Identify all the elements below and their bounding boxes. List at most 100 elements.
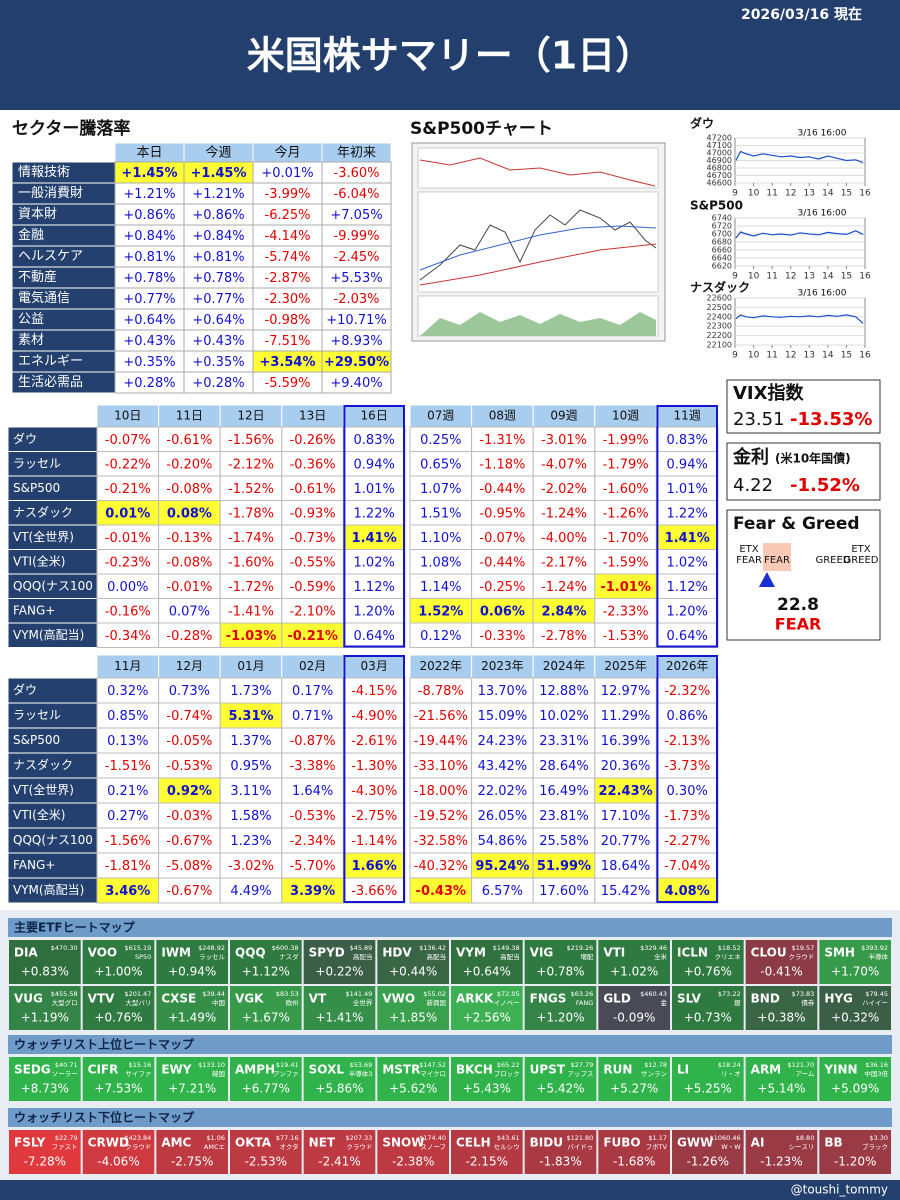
cell-value: -4.30% [351,784,397,799]
tile-price: $219.26 [566,944,593,952]
tile-bg [9,940,81,984]
tile-change: +1.19% [21,1011,69,1025]
gauge-label: ETX [851,544,870,555]
tile-name: リ・オ [721,1070,741,1078]
cell-value: 18.64% [601,859,651,874]
cell-value: 0.30% [667,784,708,799]
cell-value: -0.53% [290,809,336,824]
cell [409,524,473,550]
tile-bg [82,940,155,984]
tile-name: 全米 [654,952,668,961]
tile-change: +1.85% [389,1011,437,1025]
cell [281,622,344,648]
cell-value: 26.05% [478,809,528,824]
heatmap-tile: GWW$1060.46W・W -1.26% [672,1130,744,1174]
x-tick-label: 9 [732,351,738,361]
cell-value: 0.83% [354,433,395,448]
cell-value: +1.45% [191,166,247,181]
tile-price: $248.92 [198,944,225,952]
tile-name: マイクロ [420,1070,446,1078]
tile-change: -2.75% [171,1155,213,1169]
cell-value: -19.52% [414,809,468,824]
heatmap-title: ウォッチリスト下位ヒートマップ [14,1110,195,1125]
tile-ticker: SMH [824,946,855,960]
cell-value: -3.01% [541,433,587,448]
tile-name: シースリ [789,1143,815,1151]
tile-price: $8.80 [796,1134,815,1142]
cell-value: 25.58% [539,834,589,849]
cell [409,500,473,526]
y-tick-label: 6700 [712,230,732,239]
tile-bg [451,1130,523,1174]
cell-value: -0.01% [105,531,151,546]
cell-value: -1.14% [351,834,397,849]
cell-value: -5.70% [290,859,336,874]
tile-change: +1.49% [168,1011,216,1025]
tile-ticker: FUBO [603,1136,640,1150]
x-tick-label: 12 [785,272,796,282]
cell-value: -1.31% [479,433,525,448]
fear-greed-box [726,509,881,641]
tile-bg [672,1057,744,1101]
tile-bg [9,1130,81,1174]
tile-bg [303,1130,376,1174]
tile-name: 増配 [580,952,594,961]
row-label-cell [7,622,98,648]
tile-price: $600.38 [272,944,299,952]
row-label: 一般消費財 [18,185,83,201]
cell [471,549,534,575]
tile-ticker: SLV [677,992,702,1006]
cell [594,573,657,599]
tile-name: 韓国 [212,1069,225,1078]
row-label-cell [7,702,98,729]
row-label: ヘルスケア [18,249,83,264]
row-label: VTI(全米) [13,807,65,822]
tile-ticker: OKTA [235,1136,272,1150]
cell-value: 0.94% [354,457,395,472]
tile-bg [598,986,670,1030]
cell-value: -0.25% [479,580,525,595]
cell-value: 17.10% [601,809,651,824]
heatmap-tile: GLD $460.43金 -0.09% [598,986,670,1030]
tile-price: $19.41 [276,1061,299,1069]
x-tick-label: 11 [766,189,777,199]
cell [281,727,344,754]
cell-value: 3.46% [105,884,150,899]
cell [409,622,473,648]
row-label-cell [7,752,98,779]
x-tick-label: 15 [841,272,852,282]
cell-value: 5.31% [228,709,273,724]
tile-bg [819,986,891,1030]
cell-value: 0.06% [480,604,525,619]
cell [96,802,160,829]
cell-value: -0.53% [166,759,212,774]
row-label: VTI(全米) [13,553,65,568]
tile-bg [156,940,228,984]
cell-value: 4.08% [665,884,710,899]
cell [342,877,406,904]
tile-name: サイファ [125,1070,151,1078]
cell [342,451,406,477]
row-label-cell [7,727,98,754]
y-tick-label: 6620 [712,262,732,271]
tile-name: 欧州 [286,998,299,1007]
tile-price: $55.02 [423,990,446,998]
tile-change: +0.76% [94,1011,142,1025]
tile-ticker: SPYD [309,946,345,960]
gauge-active-segment [763,543,791,571]
cell [96,727,160,754]
cell [471,451,534,477]
x-tick-label: 12 [785,189,796,199]
cell-value: 1.01% [354,482,395,497]
cell-value: 20.36% [601,759,651,774]
tile-name: クラウド [346,1143,372,1151]
cell [96,524,160,550]
cell-value: 1.66% [352,859,397,874]
cell [158,573,221,599]
cell-value: 16.49% [539,784,589,799]
